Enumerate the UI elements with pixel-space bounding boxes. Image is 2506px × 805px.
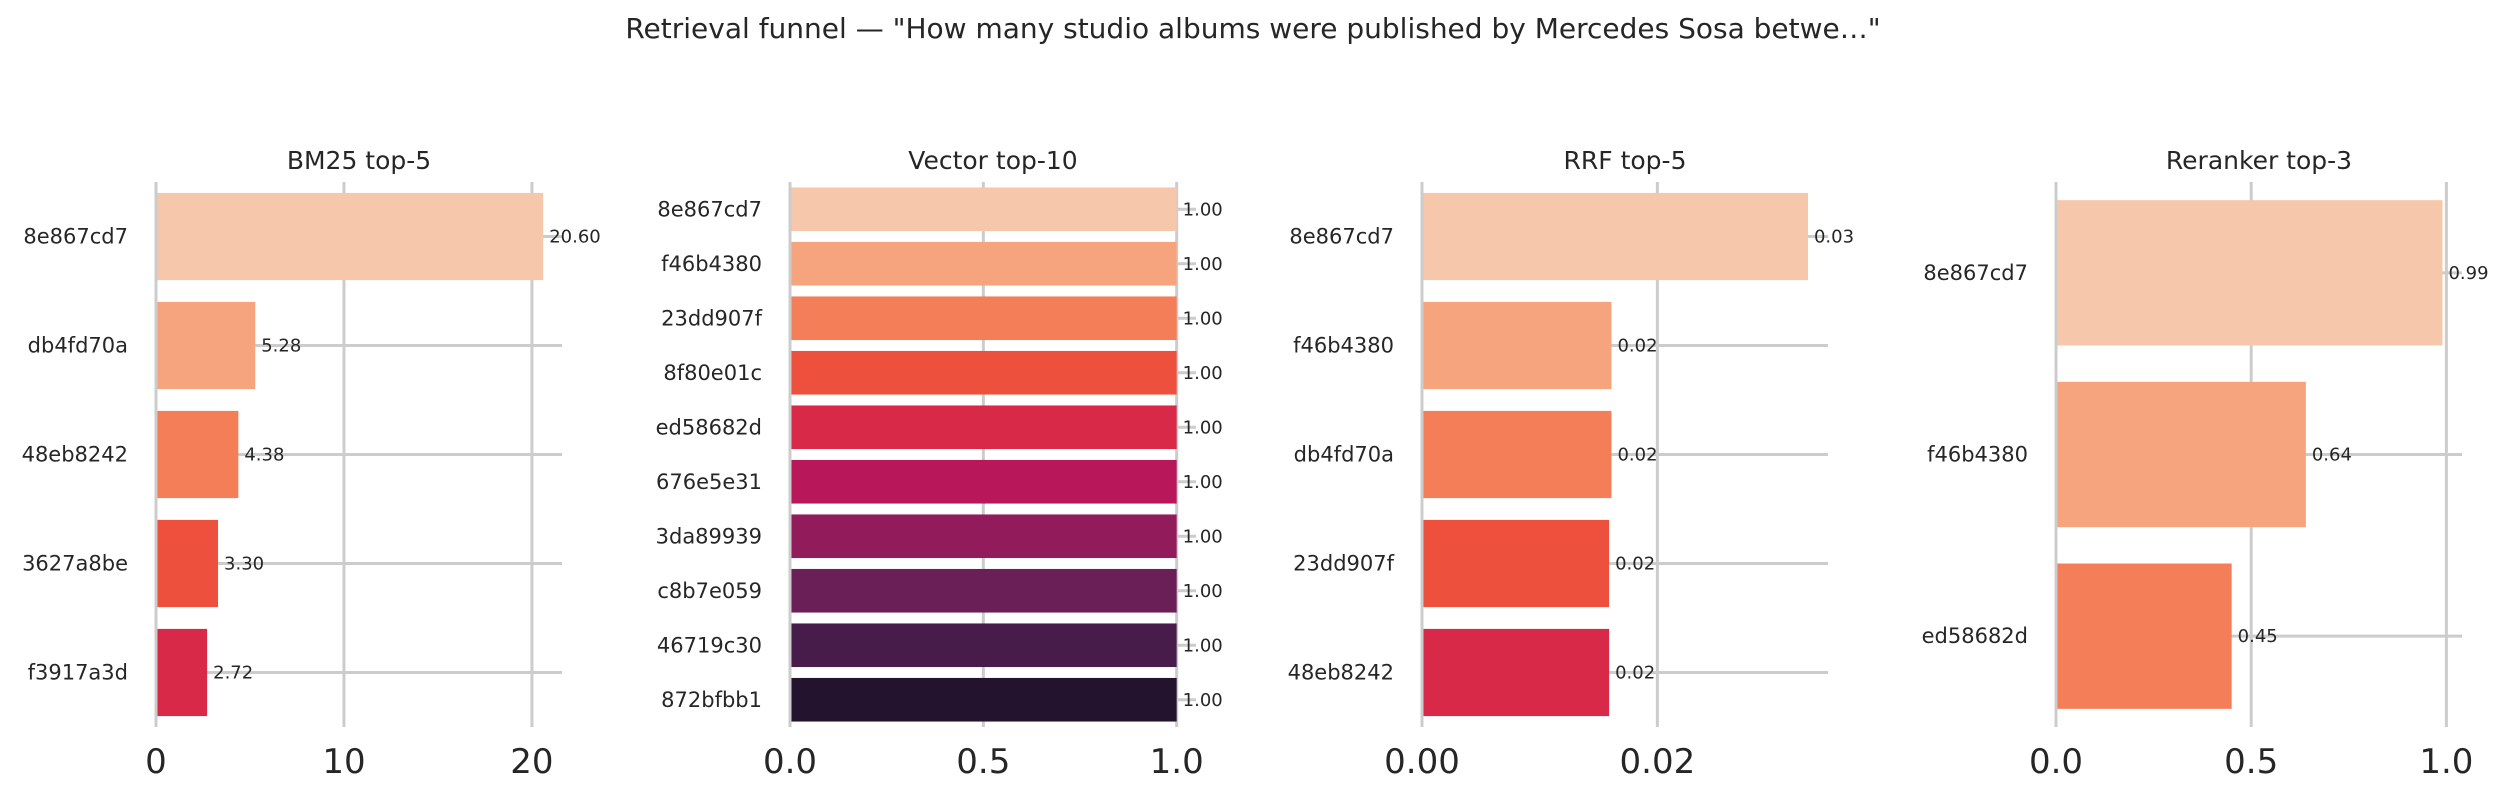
x-tick-label: 1.0 [1150, 742, 1204, 782]
bar-46719c30 [790, 623, 1177, 668]
bar-value-label: 0.02 [1615, 663, 1655, 684]
y-tick-label: c8b7e059 [657, 579, 762, 603]
bar-value-label: 5.28 [261, 336, 301, 357]
bar-value-label: 3.30 [224, 554, 264, 575]
bar-48eb8242 [156, 410, 239, 499]
bar-8e867cd7 [156, 192, 544, 281]
bar-value-label: 1.00 [1183, 199, 1223, 220]
bar-872bfbb1 [790, 677, 1177, 722]
y-tick-label: 3da89939 [656, 524, 762, 548]
x-tick-label: 0.02 [1620, 742, 1696, 782]
y-tick-label: 46719c30 [657, 633, 762, 657]
y-tick-label: 872bfbb1 [661, 688, 762, 712]
x-tick-label: 0.0 [2029, 742, 2083, 782]
y-tick-label: 8e867cd7 [1923, 261, 2028, 285]
panel-title: Reranker top-3 [2166, 146, 2352, 175]
bar-48eb8242 [1422, 628, 1610, 717]
bar-value-label: 1.00 [1183, 363, 1223, 384]
bar-23dd907f [1422, 519, 1610, 608]
x-tick-label: 1.0 [2419, 742, 2473, 782]
y-tick-label: 8f80e01c [663, 361, 762, 385]
bar-db4fd70a [1422, 410, 1612, 499]
x-tick-label: 0.00 [1384, 742, 1460, 782]
bar-value-label: 1.00 [1183, 254, 1223, 275]
y-tick-label: f46b4380 [1293, 334, 1394, 358]
x-tick-label: 10 [322, 742, 365, 782]
bar-value-label: 0.45 [2238, 626, 2278, 647]
bar-value-label: 1.00 [1183, 690, 1223, 711]
panel-title: RRF top-5 [1564, 146, 1687, 175]
y-tick-label: 676e5e31 [656, 470, 762, 494]
bar-value-label: 0.99 [2448, 263, 2488, 284]
x-tick-label: 0.5 [956, 742, 1010, 782]
y-tick-label: 23dd907f [1293, 552, 1394, 576]
figure-title: Retrieval funnel — "How many studio albu… [625, 12, 1881, 45]
bar-value-label: 1.00 [1183, 417, 1223, 438]
y-tick-label: 8e867cd7 [1289, 225, 1394, 249]
y-tick-label: 48eb8242 [22, 443, 128, 467]
x-tick-label: 0.5 [2224, 742, 2278, 782]
bar-value-label: 1.00 [1183, 472, 1223, 493]
bar-value-label: 0.64 [2312, 445, 2352, 466]
y-tick-label: 48eb8242 [1288, 661, 1394, 685]
bar-ed58682d [790, 405, 1177, 450]
bar-f46b4380 [2056, 381, 2306, 528]
bar-f3917a3d [156, 628, 208, 717]
y-tick-label: 3627a8be [22, 552, 128, 576]
y-tick-label: f46b4380 [1927, 443, 2028, 467]
y-tick-label: 8e867cd7 [657, 197, 762, 221]
bar-value-label: 1.00 [1183, 581, 1223, 602]
bar-db4fd70a [156, 301, 256, 390]
bar-value-label: 4.38 [244, 445, 284, 466]
bar-value-label: 0.02 [1615, 554, 1655, 575]
bar-value-label: 0.03 [1814, 227, 1854, 248]
x-tick-label: 20 [510, 742, 553, 782]
bar-ed58682d [2056, 563, 2232, 709]
bar-3da89939 [790, 514, 1177, 559]
bar-3627a8be [156, 519, 219, 608]
y-tick-label: f46b4380 [661, 252, 762, 276]
y-tick-label: ed58682d [1922, 624, 2028, 648]
bar-value-label: 0.02 [1617, 336, 1657, 357]
y-tick-label: ed58682d [656, 415, 762, 439]
bar-676e5e31 [790, 459, 1177, 504]
bar-value-label: 1.00 [1183, 526, 1223, 547]
bar-value-label: 2.72 [213, 663, 253, 684]
bar-c8b7e059 [790, 568, 1177, 613]
y-tick-label: 23dd907f [661, 306, 762, 330]
bar-23dd907f [790, 296, 1177, 341]
bar-value-label: 1.00 [1183, 308, 1223, 329]
bar-value-label: 20.60 [549, 227, 601, 248]
bar-8f80e01c [790, 350, 1177, 395]
bar-8e867cd7 [1422, 192, 1808, 281]
y-tick-label: db4fd70a [28, 334, 128, 358]
bar-8e867cd7 [2056, 200, 2443, 346]
x-tick-label: 0.0 [763, 742, 817, 782]
bar-f46b4380 [790, 241, 1177, 286]
y-tick-label: db4fd70a [1294, 443, 1394, 467]
bar-8e867cd7 [790, 187, 1177, 232]
x-tick-label: 0 [145, 742, 167, 782]
y-tick-label: f3917a3d [28, 661, 128, 685]
bar-value-label: 1.00 [1183, 635, 1223, 656]
panel-title: BM25 top-5 [287, 146, 431, 175]
y-tick-label: 8e867cd7 [23, 225, 128, 249]
bar-value-label: 0.02 [1617, 445, 1657, 466]
bar-f46b4380 [1422, 301, 1612, 390]
panel-title: Vector top-10 [908, 146, 1077, 175]
